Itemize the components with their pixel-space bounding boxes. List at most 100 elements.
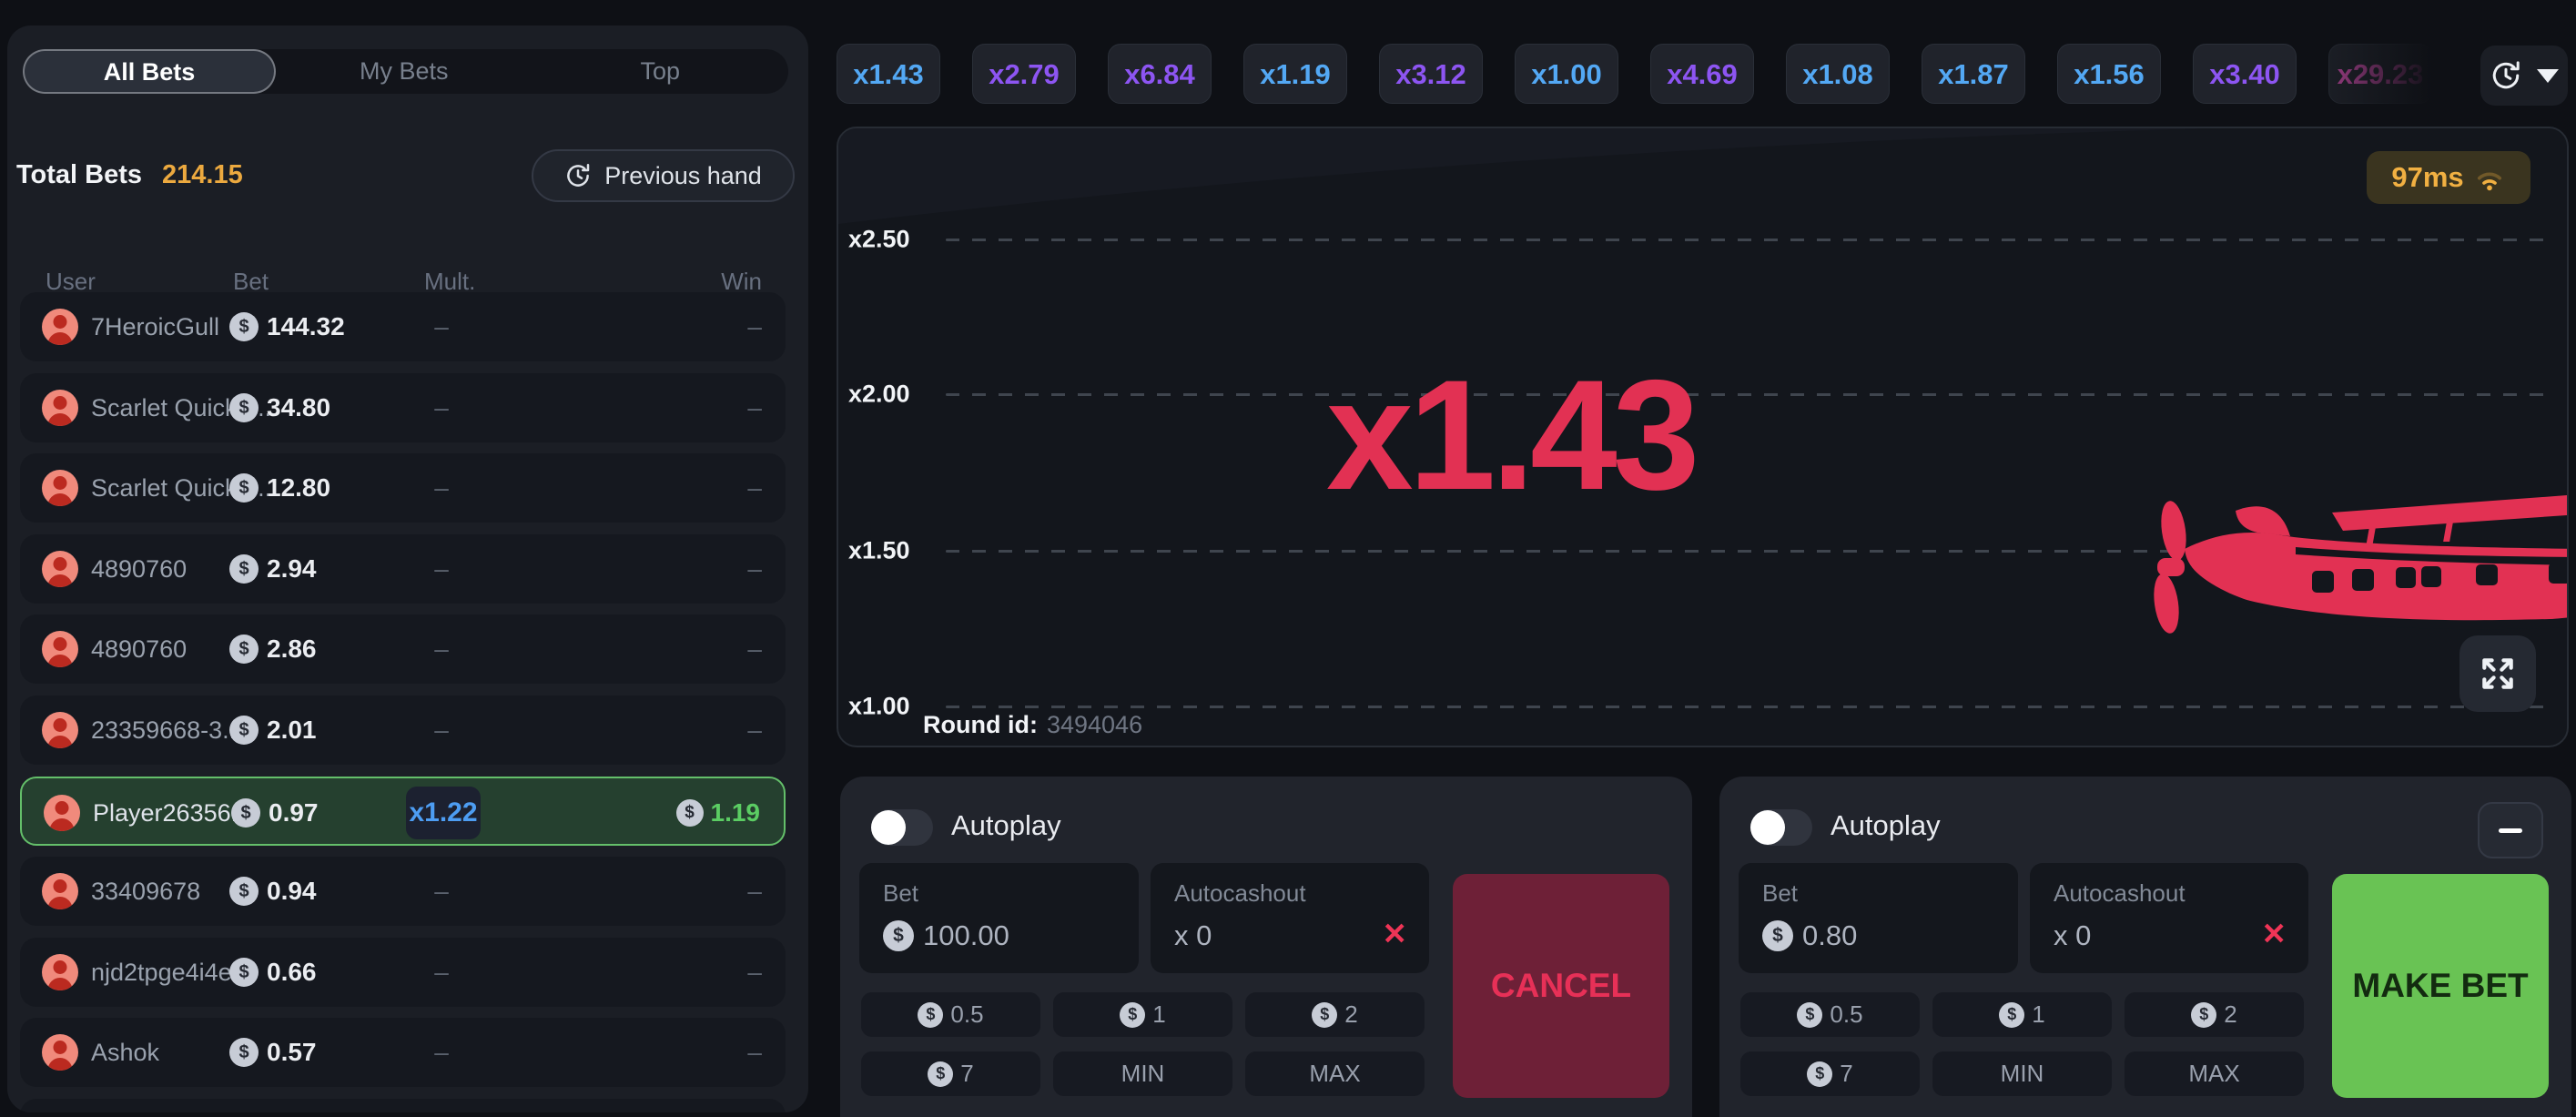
total-bets-value: 214.15 [162,160,243,189]
row-mult: – [434,877,449,905]
quick-bet-grid: $0.5 $1 $2 $7 MIN MAX [1740,992,2304,1096]
avatar-icon [42,551,78,587]
column-header-bet: Bet [233,268,269,295]
min-bet-button[interactable]: MIN [1053,1051,1232,1096]
row-username: 33409678 [91,878,201,905]
history-badge[interactable]: x1.00 [1515,44,1618,104]
coin-icon: $ [1312,1001,1338,1028]
table-row: 23359668-3... $2.01 – – [20,696,786,765]
collapse-panel-button[interactable] [2478,802,2543,858]
table-row [20,1099,786,1112]
totals-row: Total Bets 214.15 Previous hand [16,149,799,202]
coin-icon: $ [1999,1001,2025,1028]
clear-autocashout-button[interactable]: ✕ [1382,917,1407,950]
row-win: $1.19 [675,778,760,848]
tab-all-bets[interactable]: All Bets [23,49,276,94]
autoplay-label: Autoplay [1831,809,1941,841]
y-axis-label: x1.50 [848,536,910,564]
table-row: 4890760 $2.86 – – [20,614,786,684]
bet-input[interactable]: Bet $ 0.80 [1739,863,2018,973]
table-row: Ashok $0.57 – – [20,1018,786,1087]
row-win: – [747,393,762,421]
y-axis-label: x2.50 [848,225,910,253]
coin-icon: $ [928,1061,954,1087]
bets-tabs-bar: All Bets My Bets Top [23,49,788,94]
row-username: 7HeroicGull [91,313,220,340]
table-row: 33409678 $0.94 – – [20,857,786,926]
coin-icon: $ [229,1038,259,1067]
quick-bet-button[interactable]: $1 [1932,992,2112,1037]
history-badge[interactable]: x29.23 [2328,44,2432,104]
autoplay-toggle[interactable] [1750,809,1812,846]
coin-icon: $ [229,877,259,906]
action-button[interactable]: CANCEL [1453,874,1669,1098]
coin-icon: $ [229,716,259,745]
minus-icon [2499,828,2522,833]
fullscreen-button[interactable] [2459,635,2536,712]
round-id-value: 3494046 [1046,711,1143,738]
tab-my-bets[interactable]: My Bets [359,57,449,85]
quick-bet-value: 2 [1344,1000,1358,1028]
min-bet-button[interactable]: MIN [1932,1051,2112,1096]
tab-top[interactable]: Top [640,57,681,85]
autoplay-toggle[interactable] [871,809,933,846]
history-badge[interactable]: x3.40 [2193,44,2297,104]
autocashout-input[interactable]: Autocashout x 0 ✕ [1151,863,1429,973]
bet-input[interactable]: Bet $ 100.00 [859,863,1139,973]
avatar-icon [42,631,78,667]
coin-icon: $ [675,799,704,827]
quick-bet-button[interactable]: $2 [2125,992,2304,1037]
max-bet-button[interactable]: MAX [1245,1051,1425,1096]
expand-icon [2478,654,2518,694]
history-badge[interactable]: x1.19 [1243,44,1347,104]
coin-icon: $ [229,312,259,341]
row-bet-value: 0.94 [267,877,317,905]
avatar-icon [42,390,78,426]
row-bet: $0.57 [229,1018,317,1087]
quick-bet-button[interactable]: $0.5 [1740,992,1920,1037]
row-win: – [747,312,762,340]
row-bet-value: 0.97 [269,798,319,827]
history-badge[interactable]: x2.79 [972,44,1076,104]
max-bet-button[interactable]: MAX [2125,1051,2304,1096]
row-bet-value: 2.01 [267,716,317,744]
bet-input-value: 100.00 [923,919,1009,951]
previous-hand-button[interactable]: Previous hand [532,149,795,202]
history-badge[interactable]: x1.56 [2057,44,2161,104]
quick-bet-button[interactable]: $7 [1740,1051,1920,1096]
row-bet: $0.94 [229,857,317,926]
quick-bet-button[interactable]: $7 [861,1051,1040,1096]
y-axis-label: x1.00 [848,692,910,720]
autocashout-input[interactable]: Autocashout x 0 ✕ [2030,863,2308,973]
history-badge[interactable]: x1.87 [1922,44,2025,104]
avatar-icon [42,1034,78,1071]
row-mult: x1.22 [384,778,502,848]
quick-bet-button[interactable]: $0.5 [861,992,1040,1037]
history-badge[interactable]: x4.69 [1650,44,1754,104]
avatar-icon [42,309,78,345]
clear-autocashout-button[interactable]: ✕ [2261,917,2287,950]
row-bet-value: 0.57 [267,1038,317,1066]
quick-bet-button[interactable]: $1 [1053,992,1232,1037]
action-button[interactable]: MAKE BET [2332,874,2549,1098]
game-chart: x2.50 x2.00 x1.50 x1.00 97ms x1.43 [837,127,2569,747]
autocashout-input-value: x 0 [2054,919,2092,951]
row-username: 4890760 [91,555,188,583]
history-badge[interactable]: x6.84 [1108,44,1212,104]
history-badge[interactable]: x1.08 [1786,44,1890,104]
row-bet: $2.86 [229,614,317,684]
row-win: – [747,635,762,663]
autoplay-label: Autoplay [951,809,1061,841]
coin-icon: $ [1120,1001,1146,1028]
quick-bet-value: 0.5 [950,1000,984,1028]
history-badge[interactable]: x1.43 [837,44,940,104]
coin-icon: $ [918,1001,944,1028]
row-bet: $34.80 [229,373,330,442]
table-row: Player26356... $0.97 x1.22 $1.19 [20,777,786,846]
coin-icon: $ [1762,920,1793,951]
quick-bet-grid: $0.5 $1 $2 $7 MIN MAX [861,992,1425,1096]
history-badge[interactable]: x3.12 [1379,44,1483,104]
quick-bet-button[interactable]: $2 [1245,992,1425,1037]
avatar-icon [44,795,80,831]
round-history-menu-button[interactable] [2480,46,2568,106]
